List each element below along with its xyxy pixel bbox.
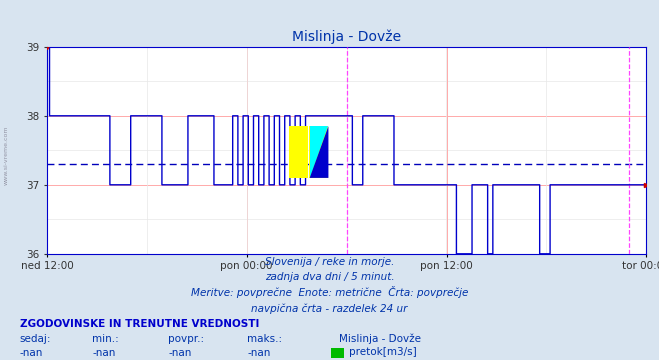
Text: Mislinja - Dovže: Mislinja - Dovže: [339, 333, 421, 344]
Text: -nan: -nan: [20, 348, 43, 359]
Text: -nan: -nan: [92, 348, 116, 359]
Polygon shape: [310, 126, 328, 178]
Polygon shape: [310, 126, 328, 178]
Bar: [289, 126, 308, 178]
Text: -nan: -nan: [247, 348, 271, 359]
Text: zadnja dva dni / 5 minut.: zadnja dva dni / 5 minut.: [265, 273, 394, 283]
Text: Slovenija / reke in morje.: Slovenija / reke in morje.: [265, 257, 394, 267]
Bar: [309, 126, 328, 178]
Text: povpr.:: povpr.:: [168, 334, 204, 344]
Text: pretok[m3/s]: pretok[m3/s]: [349, 347, 417, 357]
Text: -nan: -nan: [168, 348, 192, 359]
Text: navpična črta - razdelek 24 ur: navpična črta - razdelek 24 ur: [251, 303, 408, 314]
Text: sedaj:: sedaj:: [20, 334, 51, 344]
Text: www.si-vreme.com: www.si-vreme.com: [3, 125, 9, 185]
Text: Meritve: povprečne  Enote: metrične  Črta: povprečje: Meritve: povprečne Enote: metrične Črta:…: [191, 286, 468, 298]
Text: ZGODOVINSKE IN TRENUTNE VREDNOSTI: ZGODOVINSKE IN TRENUTNE VREDNOSTI: [20, 319, 259, 329]
Title: Mislinja - Dovže: Mislinja - Dovže: [292, 30, 401, 44]
Text: min.:: min.:: [92, 334, 119, 344]
Text: maks.:: maks.:: [247, 334, 282, 344]
